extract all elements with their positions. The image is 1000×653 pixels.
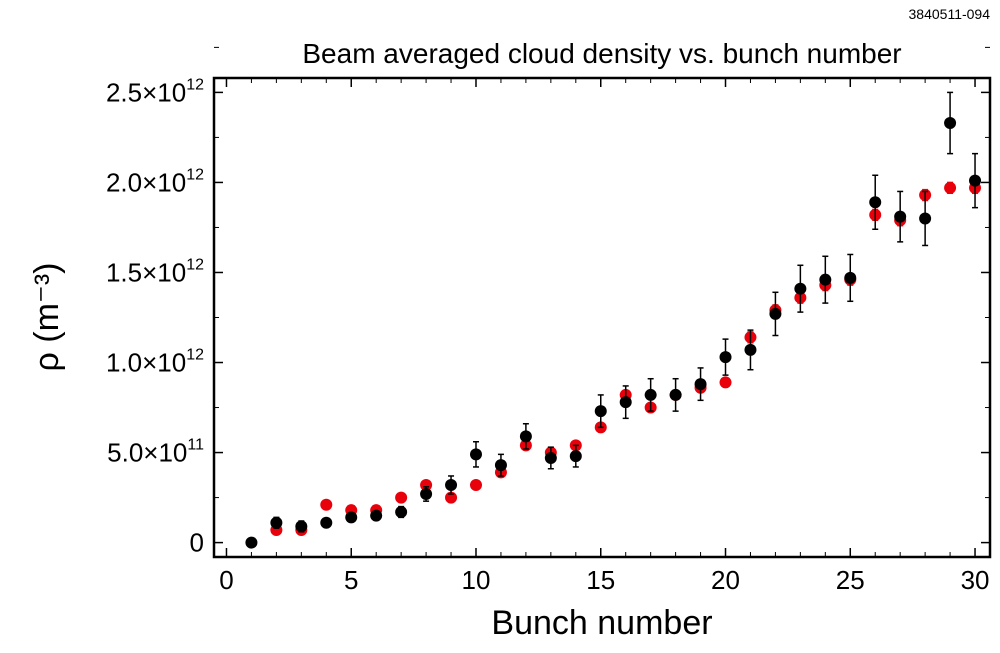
plot-frame bbox=[212, 76, 992, 559]
figure-id: 3840511-094 bbox=[908, 6, 990, 22]
data-point bbox=[894, 210, 907, 223]
data-point bbox=[819, 273, 832, 286]
y-tick-label: 1.5×1012 bbox=[106, 256, 204, 287]
y-tick-mantissa: 2.0×10 bbox=[106, 167, 186, 197]
y-tick-mantissa: 0 bbox=[190, 528, 204, 558]
data-point bbox=[719, 351, 732, 364]
y-tick-exponent: 12 bbox=[186, 347, 204, 364]
x-axis-title: Bunch number bbox=[491, 604, 712, 642]
y-tick-mantissa: 1.5×10 bbox=[106, 257, 186, 287]
data-series bbox=[245, 91, 982, 549]
x-tick-label: 15 bbox=[586, 565, 615, 595]
x-tick-label: 25 bbox=[836, 565, 865, 595]
data-point bbox=[469, 478, 482, 491]
y-tick-exponent: 12 bbox=[186, 256, 204, 273]
data-point bbox=[569, 450, 582, 463]
x-tick-label: 10 bbox=[462, 565, 491, 595]
data-point bbox=[844, 271, 857, 284]
series-0 bbox=[270, 181, 982, 536]
data-point bbox=[794, 282, 807, 295]
data-point bbox=[694, 378, 707, 391]
y-tick-exponent: 11 bbox=[187, 437, 204, 454]
data-point bbox=[544, 451, 557, 464]
data-point bbox=[744, 343, 757, 356]
x-tick-label: 20 bbox=[711, 565, 740, 595]
data-point bbox=[619, 396, 632, 409]
y-tick-label: 5.0×1011 bbox=[107, 437, 204, 468]
data-point bbox=[395, 505, 408, 518]
y-tick-label: 1.0×1012 bbox=[106, 347, 204, 378]
series-1 bbox=[245, 91, 982, 549]
data-point bbox=[644, 388, 657, 401]
data-point bbox=[420, 487, 433, 500]
data-point bbox=[869, 196, 882, 209]
data-point bbox=[769, 307, 782, 320]
data-point bbox=[370, 509, 383, 522]
y-tick-label: 2.5×1012 bbox=[106, 76, 204, 107]
data-point bbox=[270, 516, 283, 529]
y-axis-title: ρ (m⁻³) bbox=[28, 262, 66, 371]
data-point bbox=[969, 174, 982, 187]
data-point bbox=[519, 430, 532, 443]
data-point bbox=[494, 459, 507, 472]
x-tick-label: 0 bbox=[219, 565, 233, 595]
data-point bbox=[944, 117, 957, 130]
data-point bbox=[420, 478, 433, 491]
data-point bbox=[320, 516, 333, 529]
y-tick-mantissa: 1.0×10 bbox=[106, 348, 186, 378]
y-tick-mantissa: 2.5×10 bbox=[106, 77, 186, 107]
data-point bbox=[245, 536, 258, 549]
data-point bbox=[669, 388, 682, 401]
data-point bbox=[320, 498, 333, 511]
y-tick-label: 0 bbox=[190, 528, 204, 558]
data-point bbox=[395, 491, 408, 504]
x-axis-ticks: 0 5 10 15 20 25 30 bbox=[219, 78, 989, 595]
data-point bbox=[594, 405, 607, 418]
y-axis-ticks: 05.0×10111.0×10121.5×10122.0×10122.5×101… bbox=[106, 46, 990, 558]
data-point bbox=[944, 181, 957, 194]
x-tick-label: 5 bbox=[344, 565, 358, 595]
data-point bbox=[295, 520, 308, 533]
data-point bbox=[445, 478, 458, 491]
data-point bbox=[345, 511, 358, 524]
y-tick-label: 2.0×1012 bbox=[106, 166, 204, 197]
y-tick-mantissa: 5.0×10 bbox=[107, 438, 187, 468]
y-tick-exponent: 12 bbox=[186, 76, 204, 93]
data-point bbox=[719, 376, 732, 389]
data-point bbox=[469, 448, 482, 461]
data-point bbox=[919, 212, 932, 225]
chart-title: Beam averaged cloud density vs. bunch nu… bbox=[302, 38, 902, 69]
x-tick-label: 30 bbox=[961, 565, 990, 595]
y-tick-exponent: 12 bbox=[186, 166, 204, 183]
